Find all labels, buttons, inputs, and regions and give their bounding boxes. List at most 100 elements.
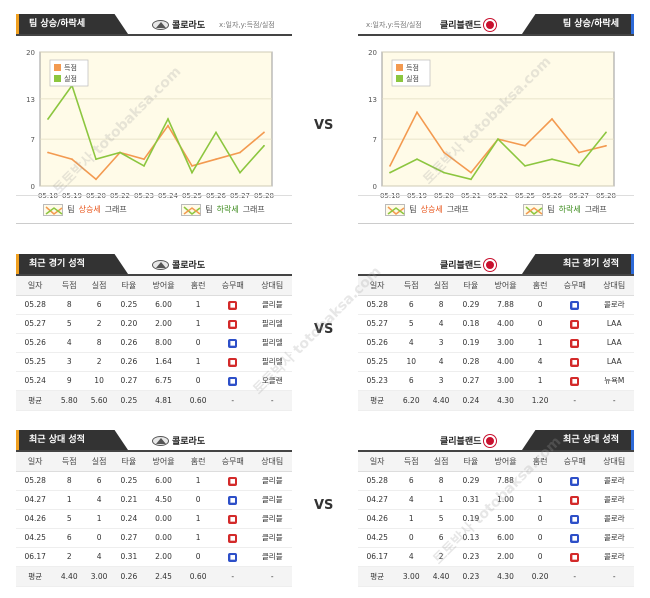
right-trend-panel: x:일자,y:득점/실점 클리블랜드 팀 상승/하락세 0 7 13 20 05.18 0…: [358, 12, 634, 224]
table-cell: 2: [54, 547, 85, 567]
column-header: 타율: [455, 275, 486, 296]
table-cell: 05.28: [358, 471, 397, 491]
win-badge-icon: ■: [228, 338, 238, 348]
table-row: 05.25 10 4 0.28 4.00 4 ■ LAA: [358, 352, 634, 372]
legend-label: 실점: [406, 74, 419, 83]
table-cell: 3: [426, 333, 456, 353]
average-cell: 0.60: [183, 566, 214, 587]
result-cell: ■: [213, 295, 253, 315]
recent-left-table: 일자 득점 실점 타율 방어율 홈런 승무패 상대팀 05.28 8 6 0.25 6.00 1 ■ 클리블 0…: [16, 274, 292, 411]
table-cell: 3.00: [485, 333, 526, 353]
right-trend-tab[interactable]: 팀 상승/하락세: [522, 14, 634, 34]
y-tick-label: 13: [26, 96, 35, 104]
result-cell: ■: [555, 314, 595, 334]
column-header: 실점: [426, 275, 456, 296]
legend-label: 득점: [64, 64, 77, 72]
result-cell: ■: [555, 509, 595, 529]
data-point: [95, 178, 97, 181]
average-cell: 4.40: [426, 390, 456, 411]
recent-right-tab[interactable]: 최근 경기 성적: [522, 254, 634, 274]
average-cell: 0.20: [525, 566, 556, 587]
loss-badge-icon: ■: [570, 319, 580, 329]
table-cell: 3: [426, 371, 456, 391]
table-row: 05.25 3 2 0.26 1.64 1 ■ 필리델: [16, 352, 292, 372]
average-cell: 5.60: [84, 390, 114, 411]
legend-up-suffix: 그래프: [104, 205, 127, 214]
table-row: 05.28 8 6 0.25 6.00 1 ■ 클리블: [16, 471, 292, 491]
h2h-left-panel: 최근 상대 성적 콜로라도 일자 득점 실점 타율 방어율 홈런 승무패 상대팀 05.28 8 6…: [16, 428, 292, 587]
loss-badge-icon: ■: [570, 495, 580, 505]
loss-badge-icon: ■: [570, 357, 580, 367]
h2h-right-tab[interactable]: 최근 상대 성적: [522, 430, 634, 450]
average-row: 평균 5.80 5.60 0.25 4.81 0.60- -: [16, 390, 292, 411]
table-cell: 4: [84, 490, 114, 510]
result-cell: ■: [213, 509, 253, 529]
legend-label: 득점: [406, 64, 419, 72]
table-row: 06.17 2 4 0.31 2.00 0 ■ 클리블: [16, 547, 292, 567]
recent-left-tab[interactable]: 최근 경기 성적: [16, 254, 128, 274]
result-cell: ■: [213, 371, 253, 391]
table-cell: 05.26: [358, 333, 397, 353]
data-point: [71, 158, 73, 161]
table-cell: 1: [183, 471, 214, 491]
table-cell: 콜로라: [594, 295, 634, 315]
column-header: 득점: [54, 275, 85, 296]
table-cell: 콜로라: [594, 509, 634, 529]
table-cell: 05.27: [16, 314, 55, 334]
table-cell: 4: [525, 352, 556, 372]
table-cell: 0: [525, 314, 556, 334]
average-cell: 평균: [16, 566, 55, 587]
h2h-left-tab[interactable]: 최근 상대 성적: [16, 430, 128, 450]
data-point: [143, 165, 145, 167]
table-cell: 8: [84, 333, 114, 353]
table-cell: 0: [183, 547, 214, 567]
rockies-logo-icon: [152, 435, 169, 446]
recent-right-panel: 클리블랜드 최근 경기 성적 일자 득점 실점 타율 방어율 홈런 승무패 상대팀 05.28 6…: [358, 252, 634, 411]
legend-down-prefix: 팀: [547, 205, 555, 214]
table-row: 05.24 9 10 0.27 6.75 0 ■ 오클랜: [16, 371, 292, 391]
table-cell: 10: [84, 371, 114, 391]
column-header: 방어율: [143, 275, 184, 296]
table-cell: 6.00: [143, 471, 184, 491]
table-cell: 1.00: [485, 490, 526, 510]
table-cell: 6.00: [143, 295, 184, 315]
table-row: 04.25 6 0 0.27 0.00 1 ■ 클리블: [16, 528, 292, 548]
table-cell: 0.13: [455, 528, 486, 548]
left-trend-tab[interactable]: 팀 상승/하락세: [16, 14, 128, 34]
table-row: 04.27 4 1 0.31 1.00 1 ■ 콜로라: [358, 490, 634, 510]
table-cell: 2.00: [143, 547, 184, 567]
column-header: 실점: [426, 451, 456, 472]
data-point: [524, 165, 526, 167]
table-cell: 6.75: [143, 371, 184, 391]
data-point: [497, 138, 499, 140]
table-row: 05.26 4 8 0.26 8.00 0 ■ 필리델: [16, 333, 292, 353]
column-header: 득점: [396, 451, 427, 472]
rockies-logo-icon: [152, 19, 169, 30]
data-point: [263, 131, 265, 134]
table-header-row: 일자 득점 실점 타율 방어율 홈런 승무패 상대팀: [16, 275, 292, 296]
table-cell: 6.00: [485, 528, 526, 548]
data-point: [239, 151, 241, 154]
table-cell: 1: [54, 490, 85, 510]
table-header-row: 일자 득점 실점 타율 방어율 홈런 승무패 상대팀: [358, 275, 634, 296]
right-trend-chart: 0 7 13 20 05.18 05.19 05.20 05.21 05.22 05.25 05.2…: [358, 34, 634, 224]
y-tick-label: 13: [368, 96, 377, 104]
table-cell: 필리델: [252, 352, 292, 372]
column-header: 방어율: [485, 451, 526, 472]
average-row: 평균 6.20 4.40 0.24 4.30 1.20- -: [358, 390, 634, 411]
table-cell: 4.00: [485, 352, 526, 372]
h2h-left-table: 일자 득점 실점 타율 방어율 홈런 승무패 상대팀 05.28 8 6 0.25 6.00 1 ■ 클리블 0…: [16, 450, 292, 587]
y-tick-label: 7: [31, 136, 35, 144]
table-cell: 1: [183, 509, 214, 529]
guardians-logo-icon: [484, 434, 497, 447]
average-cell: 5.80: [54, 390, 85, 411]
loss-badge-icon: ■: [228, 357, 238, 367]
table-cell: 0.19: [455, 333, 486, 353]
column-header: 상대팀: [252, 275, 292, 296]
table-cell: 0: [525, 295, 556, 315]
result-cell: ■: [555, 528, 595, 548]
result-cell: ■: [555, 333, 595, 353]
average-cell: 평균: [16, 390, 55, 411]
